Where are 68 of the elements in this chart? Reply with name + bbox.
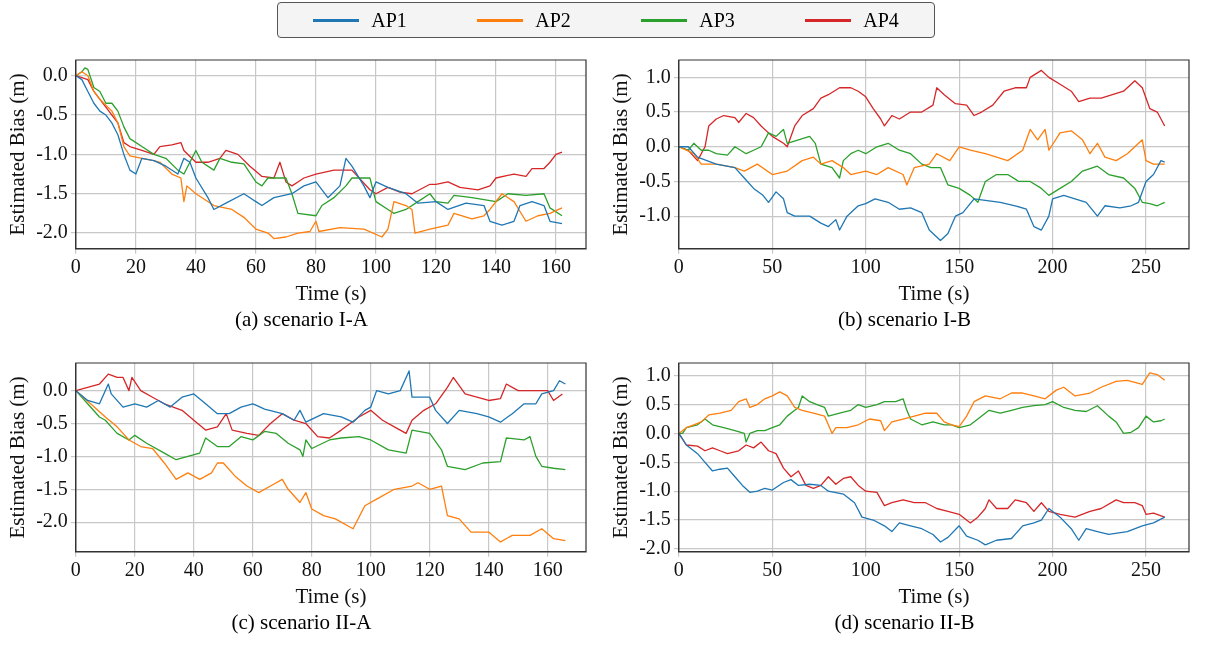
x-tick-label: 150 bbox=[944, 558, 975, 581]
text: (c) scenario II-A bbox=[230, 610, 373, 635]
x-axis-title: Time (s) bbox=[898, 583, 970, 608]
legend-label: AP1 bbox=[371, 8, 407, 32]
y-tick-label: 0.0 bbox=[645, 134, 671, 157]
x-axis-title: Time (s) bbox=[898, 280, 970, 305]
x-tick-label: 40 bbox=[185, 255, 206, 278]
x-axis-title: Time (s) bbox=[295, 280, 367, 305]
y-tick-label: 0.0 bbox=[645, 420, 671, 443]
y-axis-title: Estimated Bias (m) bbox=[5, 376, 30, 539]
y-tick-label: -1.0 bbox=[36, 443, 68, 466]
x-tick-label: 120 bbox=[414, 558, 445, 581]
x-axis-title: Time (s) bbox=[295, 583, 367, 608]
x-tick-label: 140 bbox=[480, 255, 511, 278]
text: (a) scenario I-A bbox=[234, 307, 369, 332]
y-tick-label: 1.0 bbox=[645, 362, 671, 385]
y-axis-title: Estimated Bias (m) bbox=[608, 376, 633, 539]
y-axis-title: Estimated Bias (m) bbox=[5, 73, 30, 236]
x-tick-label: 100 bbox=[360, 255, 391, 278]
x-tick-label: 50 bbox=[762, 558, 783, 581]
x-tick-label: 40 bbox=[183, 558, 204, 581]
x-tick-label: 250 bbox=[1131, 558, 1162, 581]
y-tick-label: -0.5 bbox=[639, 449, 671, 472]
legend-label: AP3 bbox=[699, 8, 735, 32]
y-tick-label: 0.5 bbox=[645, 391, 671, 414]
y-tick-label: -2.0 bbox=[36, 220, 68, 243]
y-tick-label: -2.0 bbox=[36, 509, 68, 532]
x-tick-label: 0 bbox=[673, 255, 684, 278]
y-axis-title: Estimated Bias (m) bbox=[608, 73, 633, 236]
y-tick-label: -1.0 bbox=[639, 203, 671, 226]
x-tick-label: 120 bbox=[420, 255, 451, 278]
y-tick-label: -0.5 bbox=[36, 410, 68, 433]
x-tick-label: 20 bbox=[125, 255, 146, 278]
x-tick-label: 200 bbox=[1037, 558, 1068, 581]
y-tick-label: -2.0 bbox=[639, 536, 671, 559]
y-tick-label: 0.0 bbox=[42, 377, 68, 400]
x-tick-label: 160 bbox=[540, 255, 571, 278]
x-tick-label: 0 bbox=[70, 558, 81, 581]
text: (b) scenario I-B bbox=[837, 307, 972, 332]
y-tick-label: -0.5 bbox=[639, 168, 671, 191]
y-tick-label: 0.0 bbox=[42, 62, 68, 85]
x-tick-label: 100 bbox=[850, 558, 881, 581]
x-tick-label: 100 bbox=[850, 255, 881, 278]
y-tick-label: -1.5 bbox=[36, 180, 68, 203]
y-tick-label: -0.5 bbox=[36, 102, 68, 125]
y-tick-label: 0.5 bbox=[645, 99, 671, 122]
x-tick-label: 80 bbox=[305, 255, 326, 278]
x-tick-label: 60 bbox=[242, 558, 263, 581]
x-tick-label: 50 bbox=[762, 255, 783, 278]
x-tick-label: 140 bbox=[473, 558, 504, 581]
x-tick-label: 250 bbox=[1131, 255, 1162, 278]
x-tick-label: 80 bbox=[301, 558, 322, 581]
x-tick-label: 60 bbox=[245, 255, 266, 278]
x-tick-label: 100 bbox=[355, 558, 386, 581]
x-tick-label: 160 bbox=[532, 558, 563, 581]
x-tick-label: 0 bbox=[673, 558, 684, 581]
x-tick-label: 150 bbox=[944, 255, 975, 278]
y-tick-label: 1.0 bbox=[645, 64, 671, 87]
legend-label: AP2 bbox=[535, 8, 571, 32]
y-tick-label: -1.5 bbox=[36, 476, 68, 499]
y-tick-label: -1.0 bbox=[639, 478, 671, 501]
text: (d) scenario II-B bbox=[833, 610, 976, 635]
y-tick-label: -1.0 bbox=[36, 141, 68, 164]
legend-label: AP4 bbox=[863, 8, 899, 32]
y-tick-label: -1.5 bbox=[639, 507, 671, 530]
x-tick-label: 0 bbox=[70, 255, 81, 278]
x-tick-label: 200 bbox=[1037, 255, 1068, 278]
x-tick-label: 20 bbox=[124, 558, 145, 581]
